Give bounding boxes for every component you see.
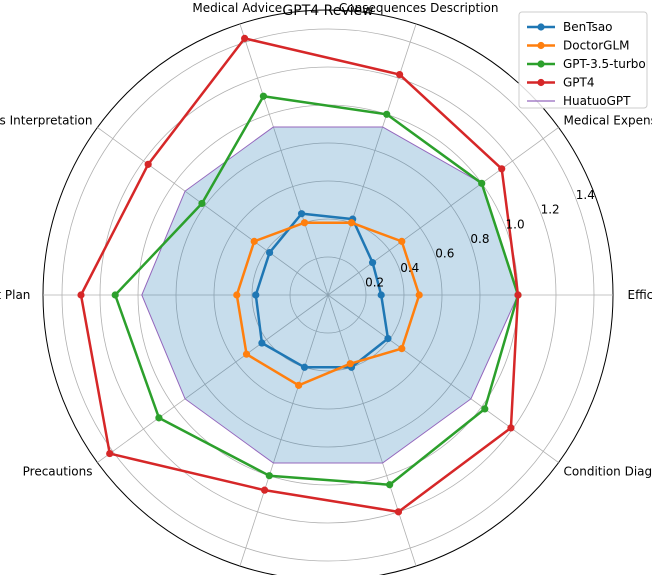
series-gpt-3-5-turbo-point-2 (478, 179, 486, 187)
legend-marker-gpt-3-5-turbo (537, 60, 545, 68)
category-label-7: Precautions (23, 465, 93, 479)
series-gpt-3-5-turbo-point-4 (259, 92, 268, 100)
series-doctorglm-point-4 (300, 219, 309, 227)
category-label-4: Medical Advice (192, 1, 282, 15)
series-doctorglm-point-1 (415, 291, 423, 299)
series-bentsao-point-2 (368, 259, 377, 267)
legend-label-gpt4: GPT4 (563, 76, 595, 90)
series-gpt-3-5-turbo-point-9 (386, 481, 394, 489)
radial-tick-labels: 0.2 0.4 0.6 0.8 1.0 1.2 1.4 (365, 188, 595, 289)
series-gpt4-point-7 (106, 449, 114, 458)
spoke-5 (97, 127, 329, 296)
series-gpt-3-5-turbo-point-5 (198, 199, 206, 208)
series-doctorglm-point-5 (250, 237, 258, 245)
series-doctorglm-point-2 (398, 237, 406, 245)
radial-tick-2: 0.4 (400, 261, 419, 275)
series-doctorglm-point-10 (398, 345, 406, 353)
legend-marker-doctorglm (537, 41, 545, 50)
chart-title: GPT4 Review (282, 3, 373, 19)
series-bentsao-point-1 (377, 291, 385, 299)
series-bentsao-point-10 (384, 334, 392, 343)
series-gpt4-point-6 (77, 291, 85, 299)
spoke-8 (239, 294, 329, 567)
category-label-2: Medical Expenses (564, 114, 652, 128)
series-bentsao-point-7 (258, 339, 266, 347)
legend-label-gpt-3-5-turbo: GPT-3.5-turbo (563, 57, 646, 71)
legend-frame (518, 11, 648, 109)
legend-marker-bentsao (537, 23, 545, 31)
spoke-10 (327, 294, 559, 463)
series-gpt4-point-8 (260, 486, 269, 494)
series-bentsao-point-4 (297, 210, 306, 218)
series-doctorglm-point-6 (233, 291, 241, 299)
radial-tick-4: 0.8 (470, 232, 489, 246)
series-layer (77, 34, 522, 516)
radial-tick-7: 1.4 (576, 188, 595, 202)
spoke-4 (239, 23, 329, 296)
series-gpt4-point-9 (394, 508, 403, 516)
legend: BenTsao DoctorGLM GPT-3.5-turbo GPT4 HuatuoG… (518, 11, 648, 109)
series-gpt-3-5-turbo-point-6 (111, 291, 119, 299)
series-gpt4-point-5 (144, 160, 152, 168)
spoke-2 (327, 127, 559, 296)
series-gpt4-point-2 (498, 165, 506, 173)
series-gpt4-point-3 (396, 70, 404, 79)
series-bentsao-point-8 (300, 363, 309, 371)
category-label-1: Efficacy (628, 288, 652, 302)
series-doctorglm-point-7 (242, 350, 251, 358)
category-label-6: Treatment Plan (0, 288, 30, 302)
category-label-10: Condition Diagnosis (564, 465, 652, 479)
legend-label-bentsao: BenTsao (563, 20, 613, 34)
series-doctorglm-point-9 (346, 360, 354, 368)
spoke-7 (97, 294, 329, 463)
spoke-9 (327, 294, 417, 567)
series-bentsao-point-6 (252, 291, 260, 299)
series-gpt-3-5-turbo-point-10 (481, 405, 489, 413)
radial-tick-1: 0.2 (365, 276, 384, 290)
series-bentsao-point-5 (265, 248, 274, 257)
radial-tick-5: 1.0 (506, 217, 525, 231)
series-gpt-3-5-turbo-point-8 (265, 472, 273, 480)
radial-tick-6: 1.2 (541, 203, 560, 217)
category-label-3: Consequences Description (339, 1, 499, 15)
radial-tick-3: 0.6 (435, 246, 454, 260)
legend-marker-gpt4 (537, 78, 545, 87)
spoke-3 (327, 23, 417, 296)
series-gpt4-point-10 (507, 424, 515, 432)
series-gpt-3-5-turbo-point-3 (383, 110, 391, 118)
series-doctorglm-point-3 (347, 219, 356, 227)
category-label-5: Indicators Interpretation (0, 114, 93, 128)
series-gpt4-point-1 (514, 291, 522, 299)
series-huatuogpt-area (141, 126, 519, 464)
radar-grid (42, 9, 614, 575)
series-doctorglm-point-8 (295, 381, 303, 389)
legend-label-doctorglm: DoctorGLM (563, 39, 630, 53)
legend-label-huatuogpt: HuatuoGPT (563, 94, 631, 108)
series-gpt-3-5-turbo-point-7 (155, 414, 163, 422)
series-gpt4-point-4 (241, 34, 249, 43)
